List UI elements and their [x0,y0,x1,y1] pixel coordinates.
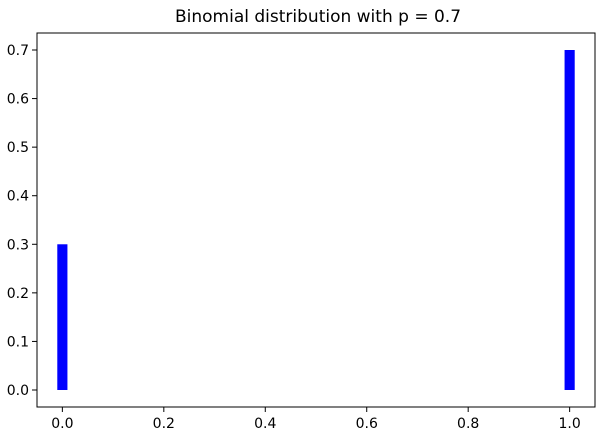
y-tick-label: 0.3 [7,237,29,253]
y-axis-ticks: 0.0 0.1 0.2 0.3 0.4 0.5 0.6 0.7 [7,43,37,399]
x-tick-label: 0.0 [51,416,73,432]
x-tick-label: 0.4 [254,416,276,432]
bar-x-0 [57,244,68,390]
y-tick-label: 0.6 [7,92,29,108]
bars-group [57,50,575,390]
x-tick-label: 1.0 [559,416,581,432]
x-tick-label: 0.8 [457,416,479,432]
x-tick-label: 0.2 [153,416,175,432]
y-tick-label: 0.0 [7,383,29,399]
bar-x-1 [564,50,575,390]
y-tick-label: 0.7 [7,43,29,59]
plot-area-frame [36,32,596,408]
chart-title: Binomial distribution with p = 0.7 [175,7,461,27]
y-tick-label: 0.5 [7,140,29,156]
y-tick-label: 0.2 [7,286,29,302]
y-tick-label: 0.4 [7,189,29,205]
x-axis-ticks: 0.0 0.2 0.4 0.6 0.8 1.0 [51,407,581,432]
x-tick-label: 0.6 [356,416,378,432]
y-tick-label: 0.1 [7,334,29,350]
